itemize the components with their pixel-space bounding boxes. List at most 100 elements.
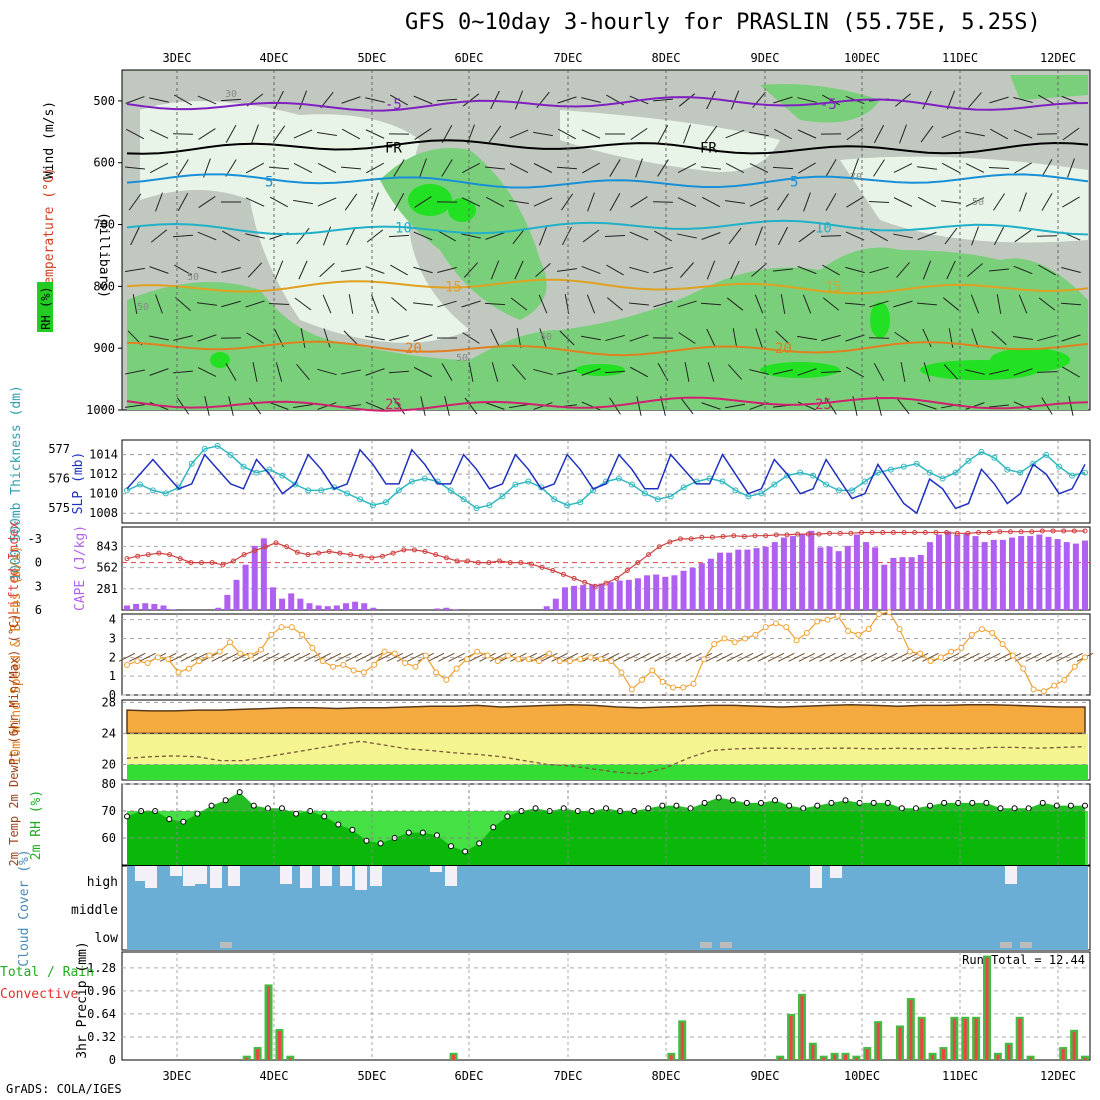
day-label-bottom: 3DEC (163, 1069, 192, 1083)
cape-bar (644, 575, 651, 610)
wind-speed-marker (309, 644, 316, 651)
wind-barb (1037, 334, 1057, 342)
wind-barb (916, 302, 938, 306)
wind-barb (820, 371, 842, 373)
wind-barb (341, 128, 361, 140)
cape-bar (917, 554, 924, 610)
cape-bar (963, 533, 970, 610)
wind-barb (775, 330, 791, 346)
wind-speed-marker (597, 656, 604, 663)
thickness-marker (577, 499, 584, 506)
thickness-marker (1082, 469, 1088, 476)
rh2m-marker (743, 799, 750, 806)
wind-barb (197, 266, 217, 274)
lifted-index-marker (156, 550, 162, 556)
wind-barb (386, 652, 404, 662)
wind-barb (293, 652, 311, 662)
isotherm-label: 10 (395, 221, 412, 237)
cape-bar (1027, 536, 1034, 610)
cape-bar (233, 579, 240, 610)
wind-speed-marker (845, 627, 852, 634)
wind-barb (797, 335, 817, 341)
cape-bar (790, 536, 797, 610)
thickness-marker (836, 487, 843, 494)
lifted-index-marker (1018, 529, 1024, 535)
cloud-high-gap (195, 866, 207, 884)
wind-barb (581, 129, 601, 139)
wind-barb (436, 98, 458, 102)
wind-barb (268, 166, 290, 170)
rh-contour-label: 70 (850, 172, 862, 183)
wind-barb (971, 226, 979, 246)
wind-barb (225, 363, 237, 381)
cape-bar (872, 547, 879, 610)
thickness-marker (344, 490, 351, 497)
wind-barb (993, 193, 1005, 211)
wind-barb (967, 263, 983, 277)
lifted-index-marker (305, 552, 311, 558)
cape-bar (151, 603, 158, 610)
wind-barb (467, 124, 475, 144)
wind-barb (510, 297, 528, 311)
lifted-index-marker (976, 530, 982, 536)
lifted-index-marker (709, 534, 715, 540)
wind-barb (652, 201, 674, 203)
wind-barb (941, 129, 961, 139)
cloud-high-gap (355, 866, 367, 890)
lifted-index-marker (401, 547, 407, 553)
wind-barb (778, 226, 788, 246)
cape-bar (999, 539, 1006, 610)
y-tick-label: 3 (109, 631, 116, 645)
isotherm-line (126, 139, 1089, 155)
wind-speed-marker (855, 631, 862, 638)
lifted-index-marker (358, 553, 364, 559)
wind-barb (317, 197, 337, 207)
cape-bar (908, 557, 915, 610)
y-tick-label: 80 (102, 777, 116, 791)
wind-barb (461, 300, 481, 308)
wind-barb (438, 230, 456, 242)
wind-speed-marker (803, 629, 810, 636)
cape-bar (580, 585, 587, 610)
lifted-index-marker (646, 552, 652, 558)
wind-barb (1067, 158, 1075, 178)
rh2m-marker (448, 843, 455, 850)
rh2m-marker (476, 840, 483, 847)
wind-barb (252, 652, 270, 662)
cape-bar (990, 539, 997, 610)
y-tick-label: 1.28 (87, 961, 116, 975)
wind-barb (170, 652, 187, 662)
thickness-marker (357, 496, 364, 503)
cloud-high-gap (430, 866, 442, 872)
rh2m-marker (419, 829, 426, 836)
wind-barb (340, 166, 362, 170)
wind-speed-marker (937, 654, 944, 661)
cape-bar (1036, 534, 1043, 610)
thickness-marker (136, 481, 143, 488)
wind-barb (533, 197, 553, 207)
wind-barb (376, 652, 393, 662)
wind-barb (678, 93, 696, 107)
wind-barb (707, 362, 715, 382)
wind-barb (251, 124, 259, 144)
lifted-index-marker (880, 530, 886, 536)
wind-barb (491, 362, 499, 382)
wind-barb (269, 402, 289, 410)
wind-barb (269, 196, 289, 208)
precip-convective-bar (876, 1023, 880, 1060)
wind-barb (514, 260, 524, 280)
wind-speed-marker (227, 639, 234, 646)
wind-barb (657, 124, 669, 144)
cloud-high-gap (135, 866, 147, 881)
cape-bar (625, 579, 632, 610)
wind-barb (1013, 129, 1033, 139)
cape-bar (780, 537, 787, 610)
thickness-marker (473, 505, 480, 512)
thickness-marker (512, 481, 519, 488)
wind-barb (346, 226, 356, 246)
wind-barb (294, 297, 312, 311)
wind-barb (393, 193, 405, 211)
wind-speed-marker (783, 624, 790, 631)
cloud-high-gap (145, 866, 157, 888)
y-tick-label: 6 (35, 603, 42, 617)
